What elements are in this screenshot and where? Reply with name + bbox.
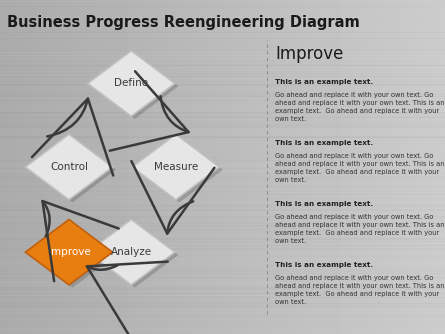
Polygon shape xyxy=(91,53,178,119)
Polygon shape xyxy=(29,137,116,202)
Text: This is an example text.: This is an example text. xyxy=(275,79,373,86)
Text: Go ahead and replace it with your own text. Go
ahead and replace it with your ow: Go ahead and replace it with your own te… xyxy=(275,275,445,305)
Text: Measure: Measure xyxy=(154,162,198,172)
Polygon shape xyxy=(88,219,175,285)
Polygon shape xyxy=(88,51,175,116)
Text: Improve: Improve xyxy=(275,45,344,63)
Polygon shape xyxy=(25,134,113,200)
FancyArrowPatch shape xyxy=(43,201,119,281)
Polygon shape xyxy=(25,219,113,285)
FancyArrowPatch shape xyxy=(87,262,168,334)
FancyArrowPatch shape xyxy=(32,99,113,176)
Text: Go ahead and replace it with your own text. Go
ahead and replace it with your ow: Go ahead and replace it with your own te… xyxy=(275,153,445,183)
Text: Go ahead and replace it with your own text. Go
ahead and replace it with your ow: Go ahead and replace it with your own te… xyxy=(275,92,445,122)
Text: This is an example text.: This is an example text. xyxy=(275,140,373,146)
FancyArrowPatch shape xyxy=(110,71,189,151)
Text: Improve: Improve xyxy=(48,247,90,257)
Text: Control: Control xyxy=(50,162,88,172)
Text: Business Progress Reengineering Diagram: Business Progress Reengineering Diagram xyxy=(7,15,360,30)
Text: Go ahead and replace it with your own text. Go
ahead and replace it with your ow: Go ahead and replace it with your own te… xyxy=(275,214,445,244)
Polygon shape xyxy=(29,222,116,288)
Text: Analyze: Analyze xyxy=(111,247,152,257)
Polygon shape xyxy=(136,137,223,202)
Polygon shape xyxy=(132,134,219,200)
Text: Define: Define xyxy=(114,78,148,89)
Text: This is an example text.: This is an example text. xyxy=(275,201,373,207)
Text: This is an example text.: This is an example text. xyxy=(275,262,373,268)
Polygon shape xyxy=(91,222,178,288)
FancyArrowPatch shape xyxy=(131,161,214,233)
